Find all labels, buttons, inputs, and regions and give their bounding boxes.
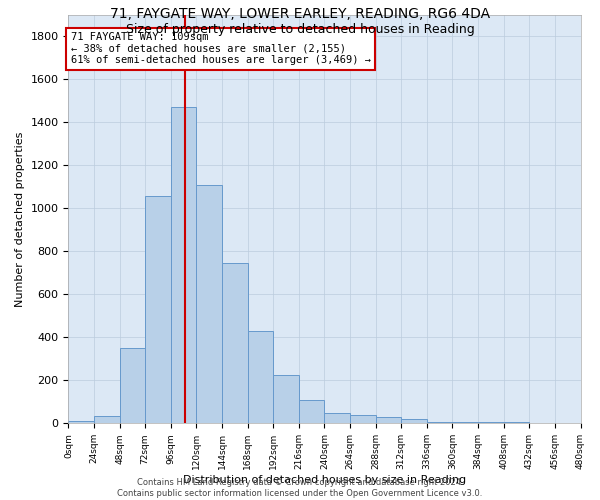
Bar: [94, 416, 119, 424]
Bar: [171, 108, 196, 424]
Text: 71, FAYGATE WAY, LOWER EARLEY, READING, RG6 4DA: 71, FAYGATE WAY, LOWER EARLEY, READING, …: [110, 8, 490, 22]
X-axis label: Distribution of detached houses by size in Reading: Distribution of detached houses by size …: [183, 475, 466, 485]
Bar: [68, 421, 94, 424]
Bar: [427, 422, 452, 424]
Bar: [325, 412, 350, 424]
Bar: [376, 417, 401, 424]
Bar: [401, 419, 427, 424]
Bar: [299, 400, 325, 423]
Bar: [248, 331, 273, 424]
Bar: [478, 422, 503, 424]
Bar: [452, 422, 478, 424]
Y-axis label: Number of detached properties: Number of detached properties: [15, 132, 25, 307]
Text: Contains HM Land Registry data © Crown copyright and database right 2024.
Contai: Contains HM Land Registry data © Crown c…: [118, 478, 482, 498]
Bar: [503, 422, 529, 424]
Bar: [350, 415, 376, 424]
Bar: [273, 375, 299, 424]
Bar: [145, 196, 171, 424]
Bar: [119, 348, 145, 424]
Bar: [196, 185, 222, 424]
Bar: [222, 263, 248, 424]
Text: 71 FAYGATE WAY: 109sqm
← 38% of detached houses are smaller (2,155)
61% of semi-: 71 FAYGATE WAY: 109sqm ← 38% of detached…: [71, 32, 371, 66]
Text: Size of property relative to detached houses in Reading: Size of property relative to detached ho…: [125, 22, 475, 36]
